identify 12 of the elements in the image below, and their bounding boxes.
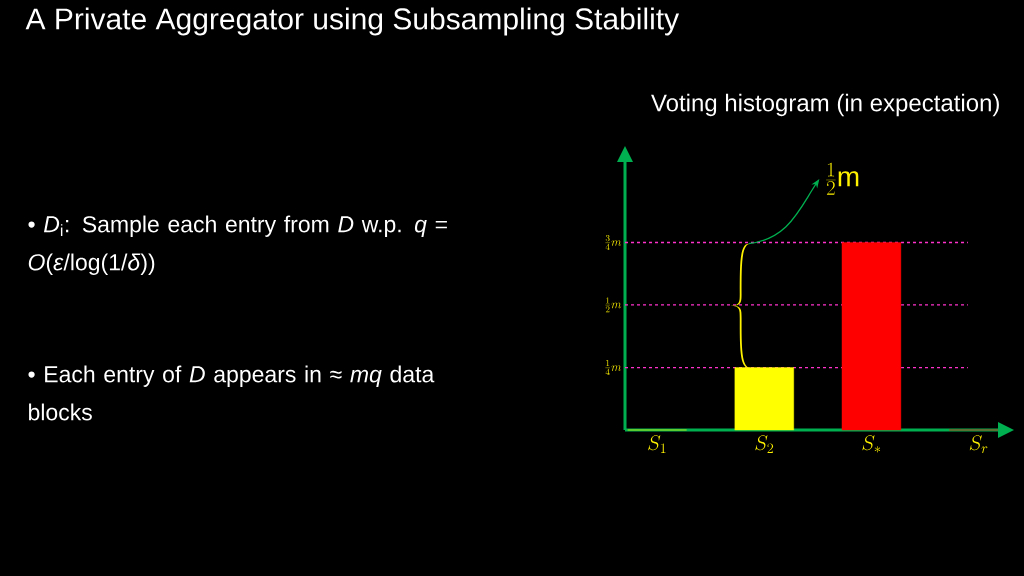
text: • Each entry of D appears in ≈ mq data blocks — [28, 365, 435, 421]
x-tick-label: $S_1$ — [648, 435, 666, 453]
text: $\frac{1}{2}\mathrm{m}$ — [826, 162, 859, 195]
x-tick-label: $S_*$ — [862, 435, 881, 453]
chart-subtitle: Voting histogram (in expectation) — [651, 93, 999, 117]
ref-line-label: $\frac{1}{4}m$ — [605, 360, 622, 375]
text: A Private Aggregator using Subsampling Stability — [25, 7, 680, 36]
ref-line-label: $\frac{1}{2}m$ — [605, 297, 622, 313]
text: • D$_{i}$: Sample each entry from D w.p. q = O(ε/log(1/δ)) — [28, 215, 447, 275]
x-tick-label: $S_2$ — [755, 435, 774, 453]
x-tick-label: $S_r$ — [969, 435, 988, 454]
ref-line-label: $\frac{3}{4}m$ — [605, 234, 622, 250]
